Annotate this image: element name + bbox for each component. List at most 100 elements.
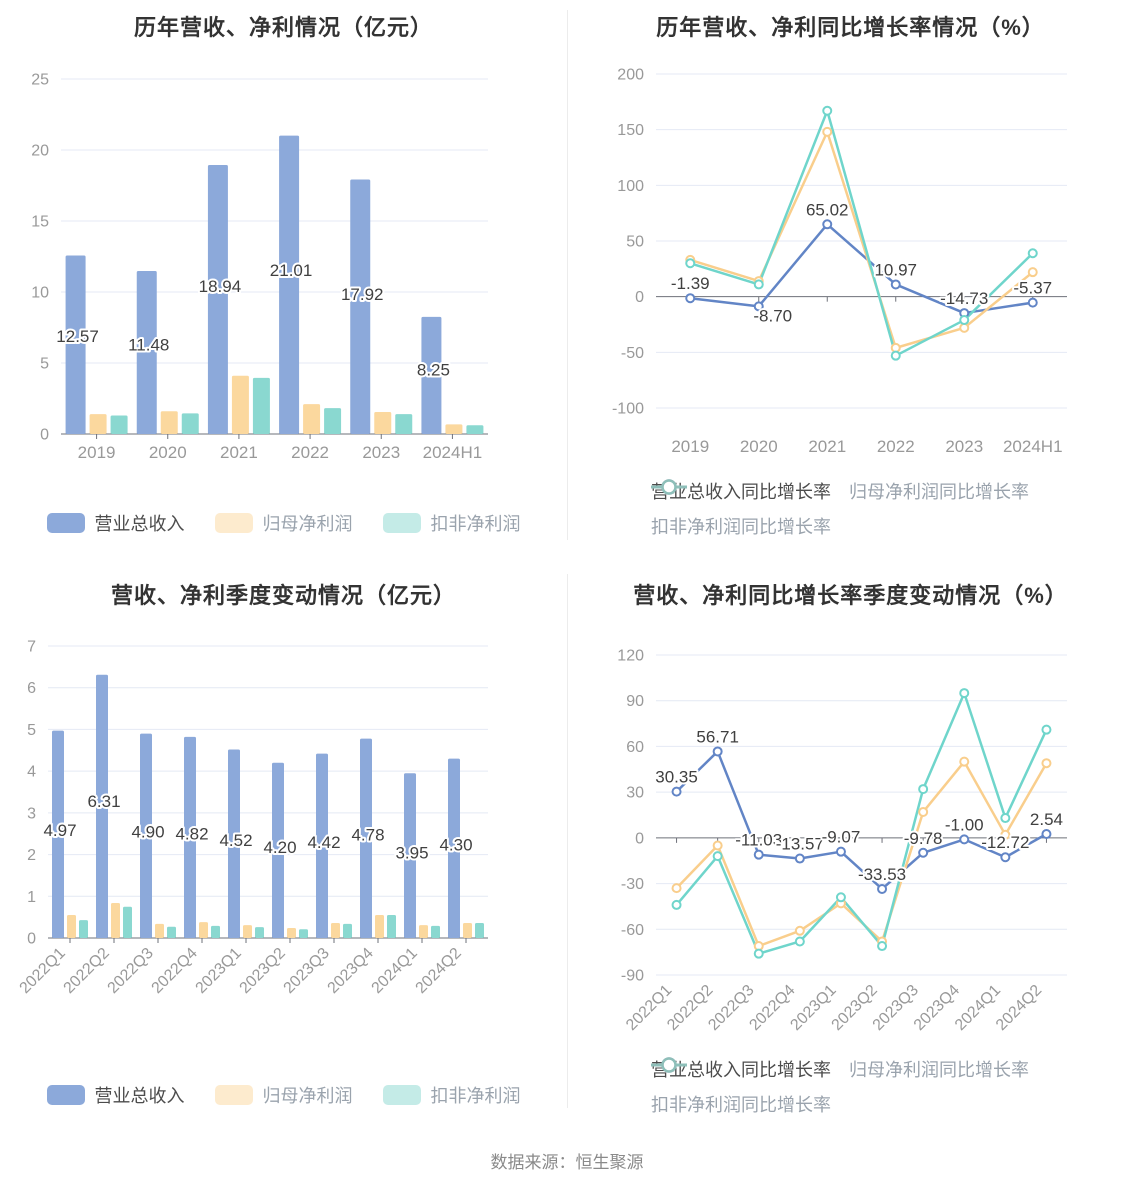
bar-revenue-2023Q2[interactable] [272,762,284,938]
marker-net-profit-growth-2024H1[interactable] [1027,267,1038,278]
legend-item-non-recurring-profit[interactable]: 扣非净利润 [382,510,521,536]
bar-revenue-2022Q1[interactable] [52,730,64,938]
marker-non-recurring-profit-growth-2023[interactable] [959,315,970,326]
legend-item-non-recurring-profit-growth[interactable]: 扣非净利润同比增长率 [651,479,831,539]
bar-net-profit-2023Q3[interactable] [331,922,340,938]
marker-revenue-growth-2022Q4[interactable] [794,853,805,864]
marker-revenue-growth-2024Q2[interactable] [1041,828,1052,839]
bar-non-recurring-profit-2024H1[interactable] [466,425,484,434]
legend-item-net-profit[interactable]: 归母净利润 [214,1082,353,1108]
bar-non-recurring-profit-2023Q3[interactable] [343,923,352,938]
bar-revenue-2023Q1[interactable] [228,749,240,938]
marker-revenue-growth-2022Q1[interactable] [671,786,682,797]
bar-revenue-2022Q3[interactable] [140,733,152,938]
bar-non-recurring-profit-2024Q1[interactable] [431,925,440,938]
bar-non-recurring-profit-2022Q4[interactable] [211,925,220,938]
marker-non-recurring-profit-growth-2023Q3[interactable] [918,784,929,795]
bar-non-recurring-profit-2022[interactable] [324,408,342,434]
line-non-recurring-profit-growth[interactable] [675,691,1048,955]
bar-non-recurring-profit-2022Q2[interactable] [123,906,132,938]
bar-non-recurring-profit-2023Q1[interactable] [255,927,264,938]
bar-net-profit-2019[interactable] [89,414,107,434]
marker-net-profit-growth-2022Q1[interactable] [671,883,682,894]
marker-non-recurring-profit-growth-2022Q1[interactable] [671,899,682,910]
bar-non-recurring-profit-2023[interactable] [395,414,413,434]
marker-revenue-growth-2022Q3[interactable] [753,849,764,860]
marker-net-profit-growth-2022Q2[interactable] [712,840,723,851]
bar-net-profit-2023Q4[interactable] [375,915,384,938]
bar-revenue-2020[interactable] [136,270,157,434]
bar-net-profit-2024H1[interactable] [445,424,463,434]
bar-revenue-2024H1[interactable] [421,316,442,434]
legend-item-net-profit[interactable]: 归母净利润 [214,510,353,536]
bar-net-profit-2024Q2[interactable] [463,922,472,938]
marker-non-recurring-profit-growth-2022Q3[interactable] [753,948,764,959]
bar-non-recurring-profit-2019[interactable] [110,415,128,434]
line-non-recurring-profit-growth[interactable] [689,109,1034,357]
marker-revenue-growth-2019[interactable] [685,293,696,304]
marker-non-recurring-profit-growth-2020[interactable] [753,279,764,290]
marker-net-profit-growth-2022Q4[interactable] [794,925,805,936]
legend-item-net-profit-growth[interactable]: 归母净利润同比增长率 [651,478,1029,504]
marker-net-profit-growth-2024Q1[interactable] [1000,829,1011,840]
bar-revenue-2022[interactable] [279,135,300,434]
marker-non-recurring-profit-growth-2023Q4[interactable] [959,688,970,699]
marker-revenue-growth-2023Q1[interactable] [835,846,846,857]
marker-non-recurring-profit-growth-2024Q1[interactable] [1000,813,1011,824]
bar-revenue-2022Q2[interactable] [96,674,108,938]
marker-non-recurring-profit-growth-2022[interactable] [890,350,901,361]
marker-net-profit-growth-2023Q4[interactable] [959,756,970,767]
bar-net-profit-2022Q4[interactable] [199,922,208,938]
bar-non-recurring-profit-2024Q2[interactable] [475,922,484,938]
marker-non-recurring-profit-growth-2024Q2[interactable] [1041,724,1052,735]
marker-non-recurring-profit-growth-2021[interactable] [822,105,833,116]
marker-revenue-growth-2021[interactable] [822,219,833,230]
marker-revenue-growth-2023Q2[interactable] [877,883,888,894]
bar-net-profit-2022Q2[interactable] [111,902,120,938]
bar-revenue-2023[interactable] [350,179,371,434]
bar-net-profit-2022[interactable] [303,404,321,434]
line-revenue-growth[interactable] [675,750,1048,891]
bar-revenue-2022Q4[interactable] [184,736,196,938]
bar-non-recurring-profit-2022Q1[interactable] [79,920,88,938]
bar-net-profit-2023[interactable] [374,411,392,434]
bar-revenue-2024Q2[interactable] [448,758,460,938]
line-net-profit-growth[interactable] [689,130,1034,350]
bar-revenue-2019[interactable] [65,255,86,434]
bar-non-recurring-profit-2022Q3[interactable] [167,926,176,938]
bar-net-profit-2021[interactable] [231,375,249,434]
marker-revenue-growth-2022[interactable] [890,279,901,290]
bar-net-profit-2022Q3[interactable] [155,923,164,938]
legend-item-non-recurring-profit-growth[interactable]: 扣非净利润同比增长率 [651,1057,831,1117]
marker-non-recurring-profit-growth-2023Q1[interactable] [835,892,846,903]
marker-net-profit-growth-2023Q3[interactable] [918,806,929,817]
marker-revenue-growth-2024Q1[interactable] [1000,852,1011,863]
marker-non-recurring-profit-growth-2019[interactable] [685,258,696,269]
marker-net-profit-growth-2021[interactable] [822,126,833,137]
bar-net-profit-2022Q1[interactable] [67,915,76,938]
marker-non-recurring-profit-growth-2023Q2[interactable] [877,941,888,952]
bar-net-profit-2020[interactable] [160,411,178,434]
marker-non-recurring-profit-growth-2022Q4[interactable] [794,936,805,947]
bar-non-recurring-profit-2023Q4[interactable] [387,915,396,938]
marker-revenue-growth-2023Q4[interactable] [959,834,970,845]
bar-non-recurring-profit-2020[interactable] [181,413,199,434]
legend-item-non-recurring-profit[interactable]: 扣非净利润 [382,1082,521,1108]
marker-net-profit-growth-2024Q2[interactable] [1041,758,1052,769]
bar-revenue-2024Q1[interactable] [404,773,416,938]
legend-item-net-profit-growth[interactable]: 归母净利润同比增长率 [651,1056,1029,1082]
legend-item-revenue[interactable]: 营业总收入 [46,510,185,536]
marker-revenue-growth-2023Q3[interactable] [918,847,929,858]
legend-item-revenue[interactable]: 营业总收入 [46,1082,185,1108]
bar-non-recurring-profit-2021[interactable] [252,377,270,434]
marker-non-recurring-profit-growth-2024H1[interactable] [1027,248,1038,259]
bar-net-profit-2023Q2[interactable] [287,927,296,938]
bar-net-profit-2024Q1[interactable] [419,925,428,938]
marker-revenue-growth-2020[interactable] [753,301,764,312]
line-revenue-growth[interactable] [690,223,1033,315]
marker-non-recurring-profit-growth-2022Q2[interactable] [712,851,723,862]
bar-non-recurring-profit-2023Q2[interactable] [299,929,308,938]
bar-revenue-2021[interactable] [207,165,228,434]
bar-net-profit-2023Q1[interactable] [243,925,252,938]
marker-revenue-growth-2022Q2[interactable] [712,746,723,757]
